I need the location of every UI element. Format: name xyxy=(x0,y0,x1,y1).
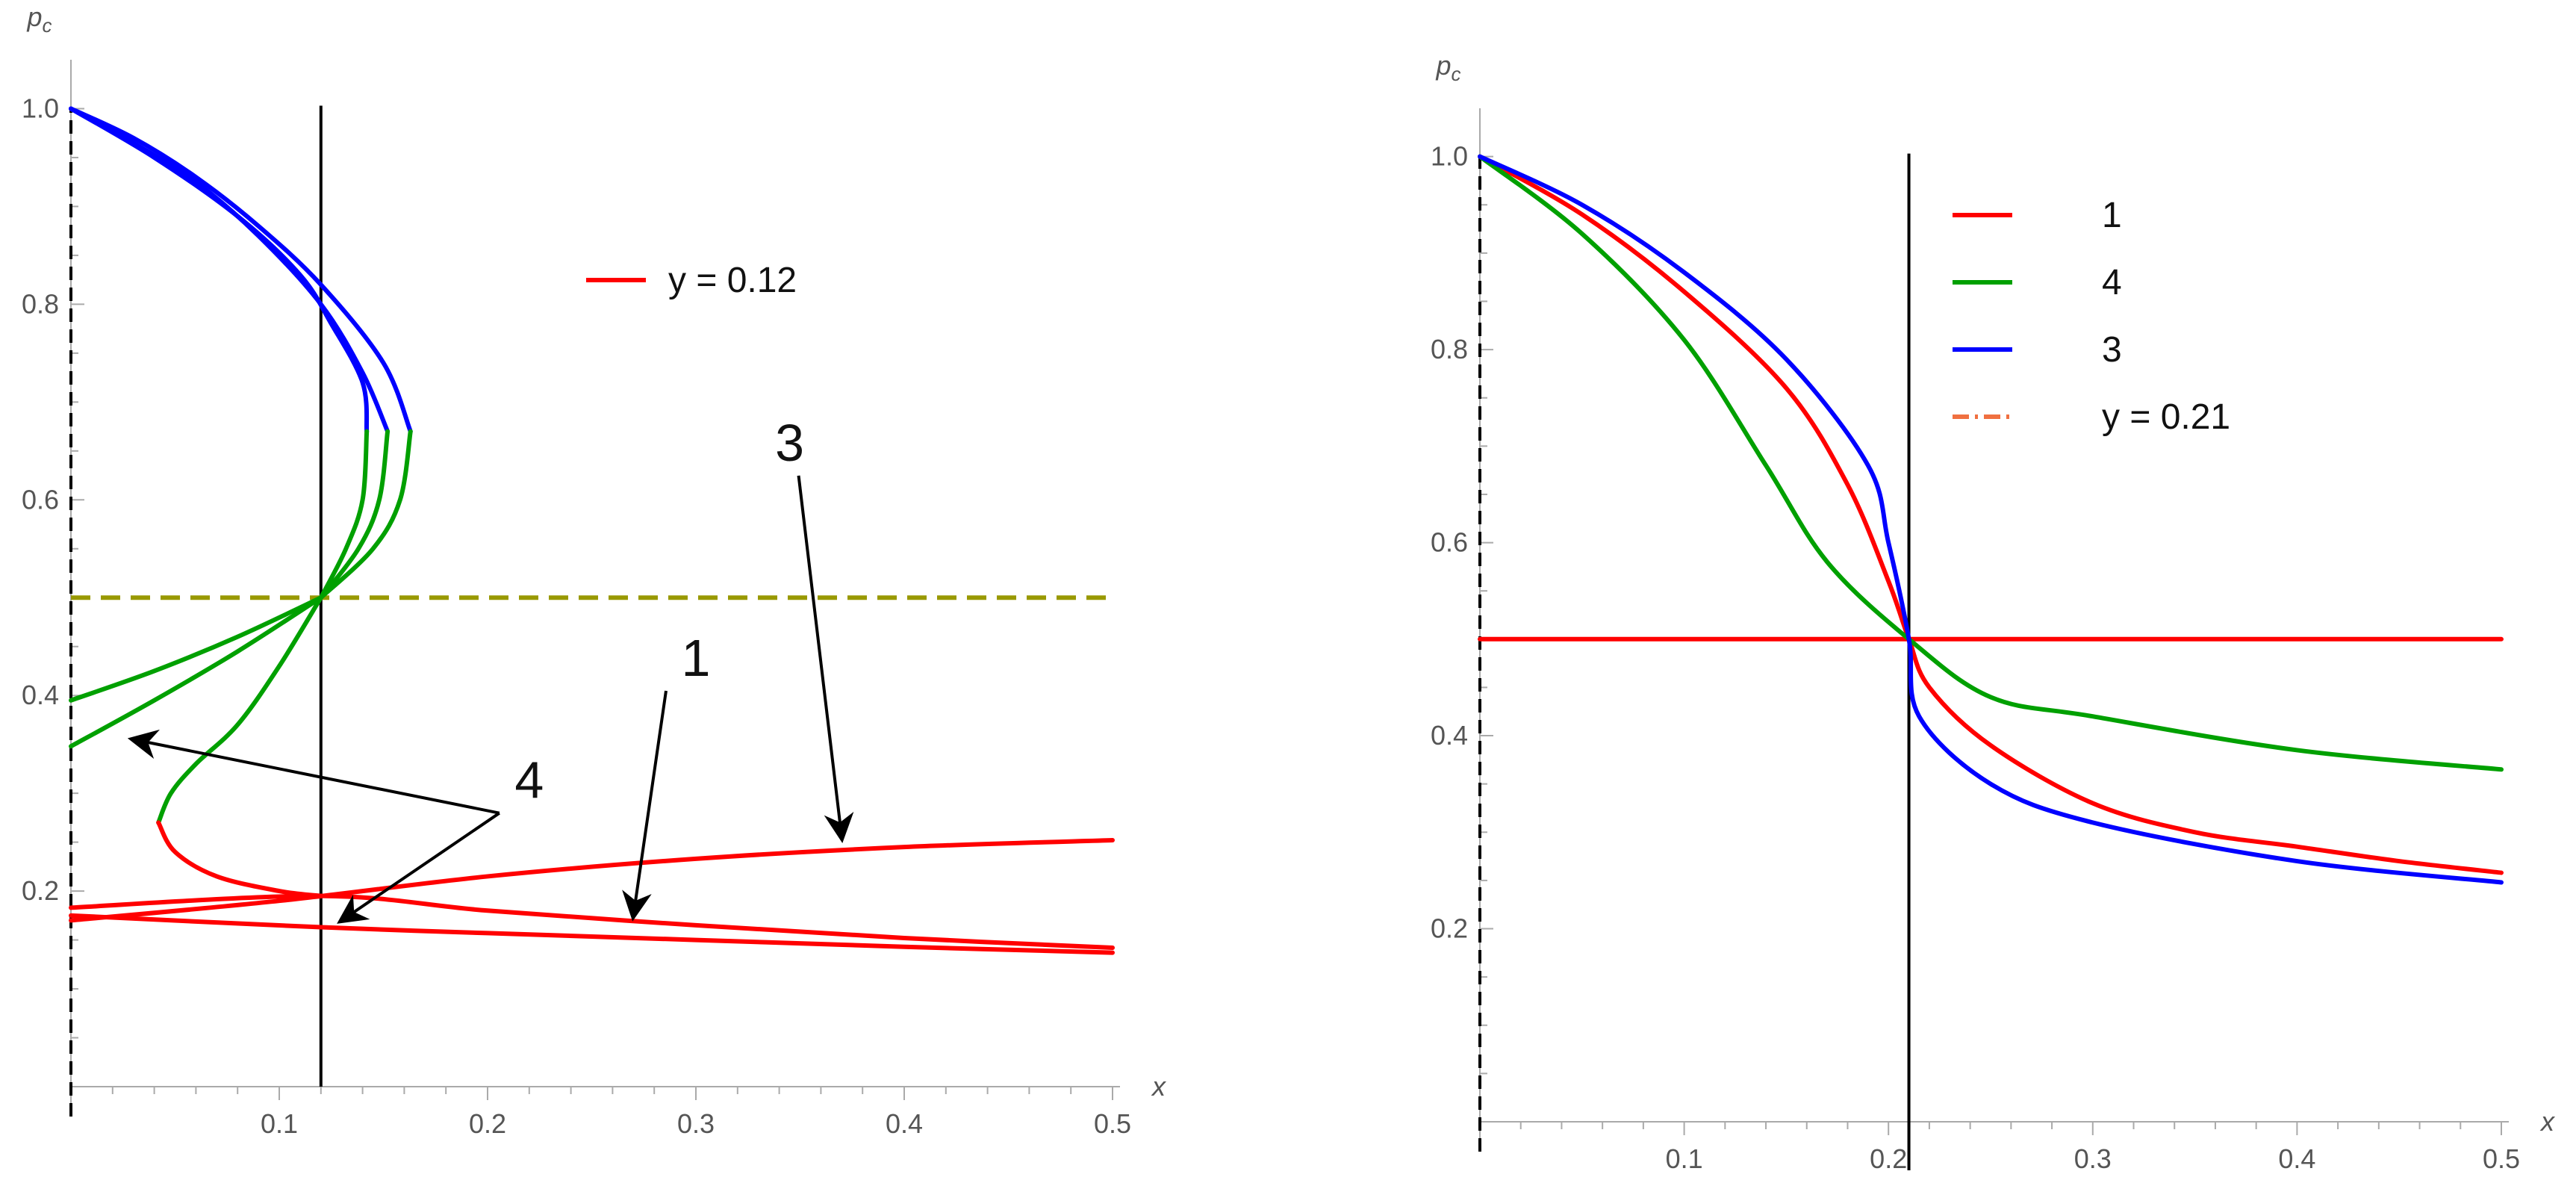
series-line-12 xyxy=(69,913,1115,955)
y-tick-label: 0.4 xyxy=(1431,720,1468,751)
y-tick-label: 1.0 xyxy=(22,93,59,123)
legend-label-0: 1 xyxy=(2102,196,2122,235)
annotation-arrow xyxy=(797,475,854,844)
series-line-2 xyxy=(69,106,370,434)
series-line-2 xyxy=(1478,154,2504,772)
y-axis-title: pc xyxy=(1435,50,1460,85)
annotation-arrow xyxy=(337,812,500,924)
annotation-arrow xyxy=(127,729,500,815)
annotation-label-1: 1 xyxy=(682,629,711,687)
series-line-1 xyxy=(69,106,391,434)
x-axis-title: x xyxy=(1151,1071,1167,1102)
y-tick-label: 0.6 xyxy=(1431,527,1468,558)
series-line-0 xyxy=(1478,154,2504,875)
series-line-9 xyxy=(156,820,323,898)
y-axis-title-main: p xyxy=(26,1,42,32)
x-axis-title: x xyxy=(2539,1106,2556,1137)
legend-label-1: 4 xyxy=(2102,263,2122,302)
annotation-arrow xyxy=(622,690,668,922)
y-axis-title-main: p xyxy=(1435,50,1451,81)
x-tick-label: 0.1 xyxy=(261,1108,298,1139)
series-line-3 xyxy=(318,429,413,600)
x-tick-label: 0.4 xyxy=(886,1108,923,1139)
series-line-6 xyxy=(69,595,323,703)
series-line-10 xyxy=(69,838,1115,923)
annotation-label-2: 4 xyxy=(514,751,544,810)
y-axis-title-sub: c xyxy=(1452,63,1461,85)
y-tick-label: 0.2 xyxy=(22,875,59,906)
series-line-11 xyxy=(69,893,1115,951)
series-line-4 xyxy=(318,429,391,600)
series-line-5 xyxy=(318,429,370,600)
legend-label-3: y = 0.21 xyxy=(2102,397,2230,437)
left-chart-panel: 0.1 0.2 0.3 0.4 0.5 0.2 0.4 0.6 0.8 1.0 x pc y = 0.1… xyxy=(22,1,1167,1139)
x-tick-label: 0.4 xyxy=(2278,1143,2315,1174)
y-tick-label: 0.6 xyxy=(22,484,59,515)
y-tick-label: 0.4 xyxy=(22,680,59,710)
y-tick-label: 0.8 xyxy=(22,288,59,319)
series-line-8 xyxy=(156,595,323,825)
x-tick-label: 0.5 xyxy=(2483,1143,2520,1174)
legend-label-0: y = 0.12 xyxy=(668,261,797,300)
x-tick-label: 0.3 xyxy=(677,1108,715,1139)
legend-label-2: 3 xyxy=(2102,330,2122,370)
annotation-label-0: 3 xyxy=(775,414,804,472)
series-line-7 xyxy=(69,595,323,749)
y-axis-title-sub: c xyxy=(43,14,52,37)
y-axis-title: pc xyxy=(26,1,52,37)
x-tick-label: 0.2 xyxy=(1870,1143,1907,1174)
series-line-0 xyxy=(69,106,413,434)
x-tick-label: 0.2 xyxy=(469,1108,506,1139)
y-tick-label: 1.0 xyxy=(1431,141,1468,172)
y-tick-label: 0.2 xyxy=(1431,913,1468,944)
x-tick-label: 0.5 xyxy=(1094,1108,1131,1139)
x-tick-label: 0.3 xyxy=(2074,1143,2112,1174)
y-tick-label: 0.8 xyxy=(1431,334,1468,364)
right-chart-panel: 0.1 0.2 0.3 0.4 0.5 0.2 0.4 0.6 0.8 1.0 x pc 1 4 3 y = … xyxy=(1431,50,2556,1174)
series-line-3 xyxy=(1478,154,2504,885)
x-tick-label: 0.1 xyxy=(1666,1143,1703,1174)
